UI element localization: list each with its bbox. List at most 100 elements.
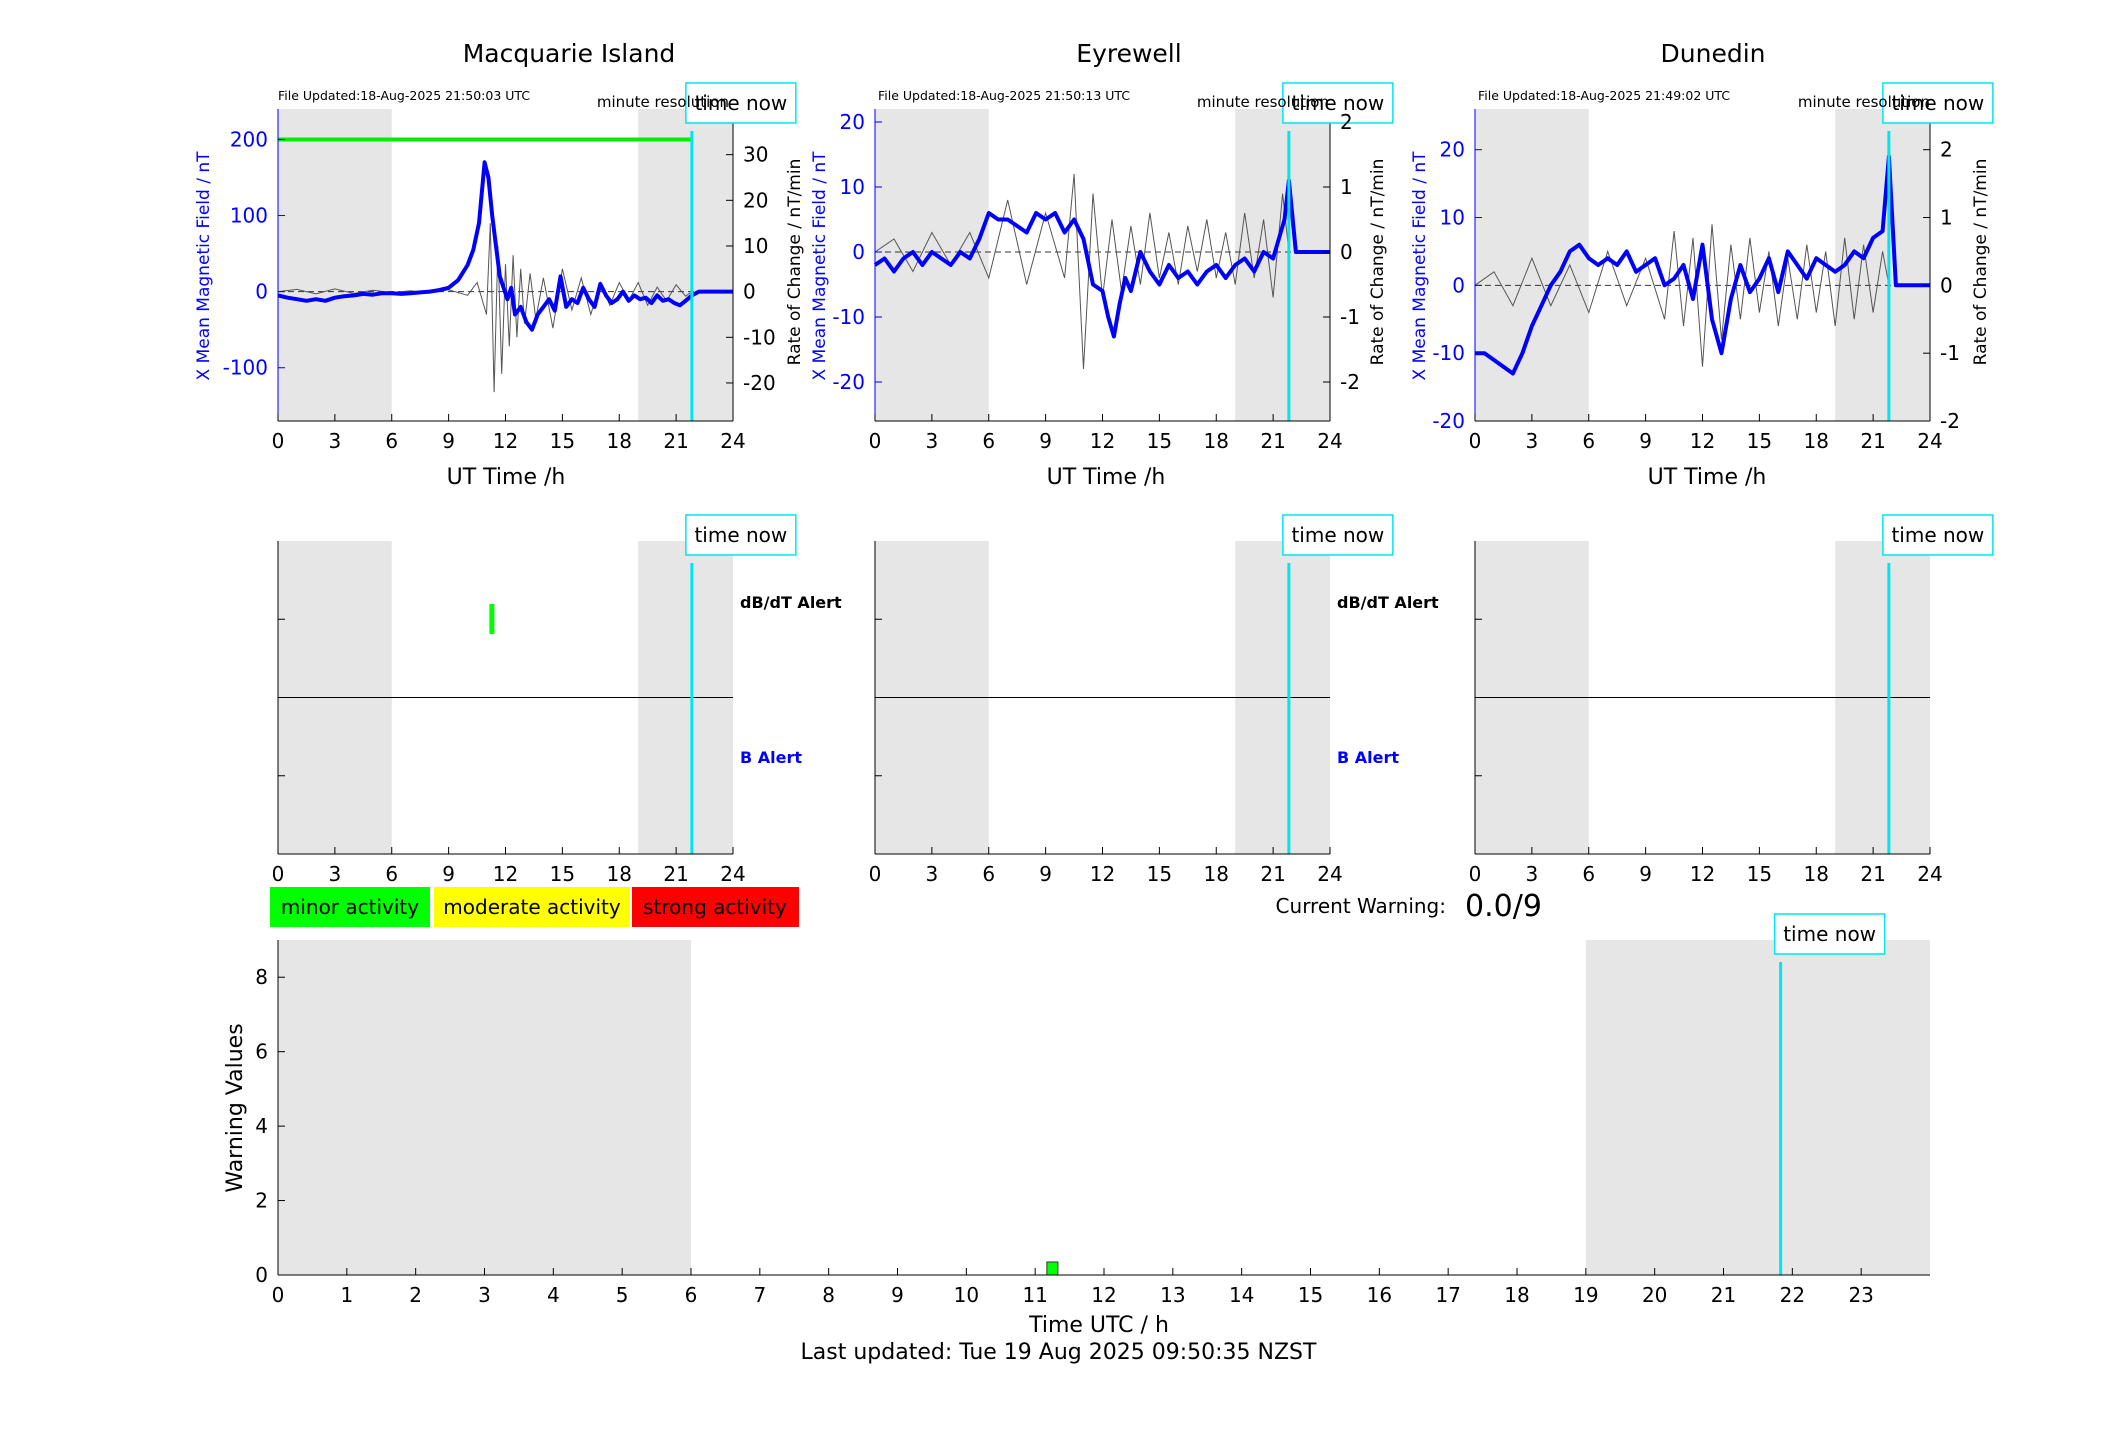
warning-bar-0 [1046,1261,1059,1276]
top-macquarie-x-tick-label-15: 15 [550,429,575,453]
warning-x-tick-label-15: 15 [1298,1283,1323,1307]
warning-y-tick-label-8: 8 [255,965,268,989]
alert-dunedin-x-tick-label-9: 9 [1639,862,1652,886]
alert-eyrewell-x-tick-label-24: 24 [1317,862,1342,886]
alert-dunedin-x-tick-label-18: 18 [1804,862,1829,886]
alert-macquarie-x-tick-label-3: 3 [329,862,342,886]
alert-eyrewell-x-tick-label-15: 15 [1147,862,1172,886]
top-eyrewell-shade-0 [875,109,989,421]
top-macquarie-shade-0 [278,109,392,421]
alert-dunedin-x-tick-label-12: 12 [1690,862,1715,886]
top-eyrewell-yr-tick-label--2: -2 [1340,370,1360,394]
legend-minor-label: minor activity [281,895,419,919]
dbdt-alert-label-eyrewell: dB/dT Alert [1337,593,1439,612]
top-eyrewell-x-tick-label-0: 0 [869,429,882,453]
b-alert-label-macquarie: B Alert [740,748,802,767]
top-dunedin-x-tick-label-6: 6 [1582,429,1595,453]
legend-minor-swatch [270,887,430,927]
alert-macquarie-time-now-label: time now [694,523,787,547]
top-dunedin-y-tick-label-20: 20 [1440,138,1465,162]
alert-dunedin-x-tick-label-3: 3 [1526,862,1539,886]
top-dunedin-shade-0 [1475,109,1589,421]
top-dunedin-time-now-label: time now [1891,91,1984,115]
top-dunedin-y-tick-label-10: 10 [1440,206,1465,230]
top-dunedin-yr-tick-label--1: -1 [1940,341,1960,365]
warning-x-axis-label: Time UTC / h [1028,1313,1169,1338]
legend-moderate-swatch [434,887,630,927]
warning-x-tick-label-0: 0 [272,1283,285,1307]
top-dunedin-yr-tick-label-1: 1 [1940,206,1953,230]
warning-x-tick-label-11: 11 [1022,1283,1047,1307]
station-title-eyrewell: Eyrewell [1076,39,1181,68]
dbdt-alert-label-macquarie: dB/dT Alert [740,593,842,612]
warning-x-tick-label-3: 3 [478,1283,491,1307]
warning-x-tick-label-7: 7 [753,1283,766,1307]
alert-macquarie-time-now-box [685,514,797,556]
top-macquarie-x-tick-label-18: 18 [607,429,632,453]
b-alert-label-eyrewell: B Alert [1337,748,1399,767]
warning-x-tick-label-14: 14 [1229,1283,1254,1307]
top-eyrewell-yr-tick-label-1: 1 [1340,175,1353,199]
warning-x-tick-label-5: 5 [616,1283,629,1307]
alert-eyrewell-time-now-label: time now [1291,523,1384,547]
top-macquarie-x-tick-label-21: 21 [663,429,688,453]
warning-time-now-box [1773,913,1886,955]
alert-macquarie-x-tick-label-9: 9 [442,862,455,886]
data-layer [277,131,1930,1276]
warning-x-tick-label-21: 21 [1711,1283,1736,1307]
top-eyrewell-x-tick-label-15: 15 [1147,429,1172,453]
minute-resolution-dunedin: minute resolution [1798,93,1930,111]
top-dunedin-x-tick-label-18: 18 [1804,429,1829,453]
warning-x-tick-label-4: 4 [547,1283,560,1307]
alert-eyrewell-x-tick-label-6: 6 [982,862,995,886]
x-axis-label-eyrewell: UT Time /h [1047,465,1166,490]
alert-eyrewell-x-tick-label-12: 12 [1090,862,1115,886]
top-dunedin-y-tick-label--20: -20 [1432,409,1465,433]
top-dunedin-yr-tick-label--2: -2 [1940,409,1960,433]
alert-macquarie-x-tick-label-0: 0 [272,862,285,886]
warning-x-tick-label-6: 6 [685,1283,698,1307]
top-eyrewell-x-tick-label-18: 18 [1204,429,1229,453]
station-title-macquarie: Macquarie Island [463,39,676,68]
alert-eyrewell-x-tick-label-18: 18 [1204,862,1229,886]
x-axis-label-dunedin: UT Time /h [1648,465,1767,490]
top-macquarie-time-now-box [685,82,797,124]
y-axis-label-eyrewell: X Mean Magnetic Field / nT [810,151,830,381]
top-eyrewell-time-now-label: time now [1291,91,1384,115]
alert-macquarie-x-tick-label-12: 12 [493,862,518,886]
alert-dunedin-x-tick-label-15: 15 [1747,862,1772,886]
top-macquarie-y-tick-label-200: 200 [230,127,268,151]
warning-y-axis-label: Warning Values [223,1023,248,1192]
alert-eyrewell-x-tick-label-9: 9 [1039,862,1052,886]
top-macquarie-x-tick-label-24: 24 [720,429,745,453]
top-dunedin-x-tick-label-12: 12 [1690,429,1715,453]
top-macquarie-x-tick-label-0: 0 [272,429,285,453]
warning-y-tick-label-2: 2 [255,1189,268,1213]
top-eyrewell-y-tick-label--20: -20 [832,370,865,394]
minute-resolution-macquarie: minute resolution [597,93,729,111]
top-macquarie-x-tick-label-3: 3 [329,429,342,453]
current-warning-label: Current Warning: [1276,894,1446,918]
alert-dunedin-x-tick-label-6: 6 [1582,862,1595,886]
top-macquarie-yr-tick-label--20: -20 [743,371,776,395]
alert-dunedin-x-tick-label-24: 24 [1917,862,1942,886]
top-eyrewell-field-series [873,178,1330,339]
top-macquarie-y-tick-label--100: -100 [223,356,268,380]
warning-y-tick-label-6: 6 [255,1040,268,1064]
warning-x-tick-label-1: 1 [340,1283,353,1307]
top-dunedin-yr-tick-label-0: 0 [1940,273,1953,297]
y-axis-right-label-macquarie: Rate of Change / nT/min [785,159,805,366]
top-dunedin-y-tick-label--10: -10 [1432,341,1465,365]
top-macquarie-yr-tick-label-10: 10 [743,234,768,258]
top-dunedin-x-tick-label-3: 3 [1526,429,1539,453]
alert-macquarie-x-tick-label-21: 21 [663,862,688,886]
top-macquarie-time-now-label: time now [694,91,787,115]
current-warning-value: 0.0/9 [1465,889,1542,924]
top-dunedin-x-tick-label-0: 0 [1469,429,1482,453]
top-macquarie-shade-1 [638,109,733,421]
warning-x-tick-label-23: 23 [1848,1283,1873,1307]
top-dunedin-y-tick-label-0: 0 [1452,273,1465,297]
alert-dunedin-x-tick-label-0: 0 [1469,862,1482,886]
